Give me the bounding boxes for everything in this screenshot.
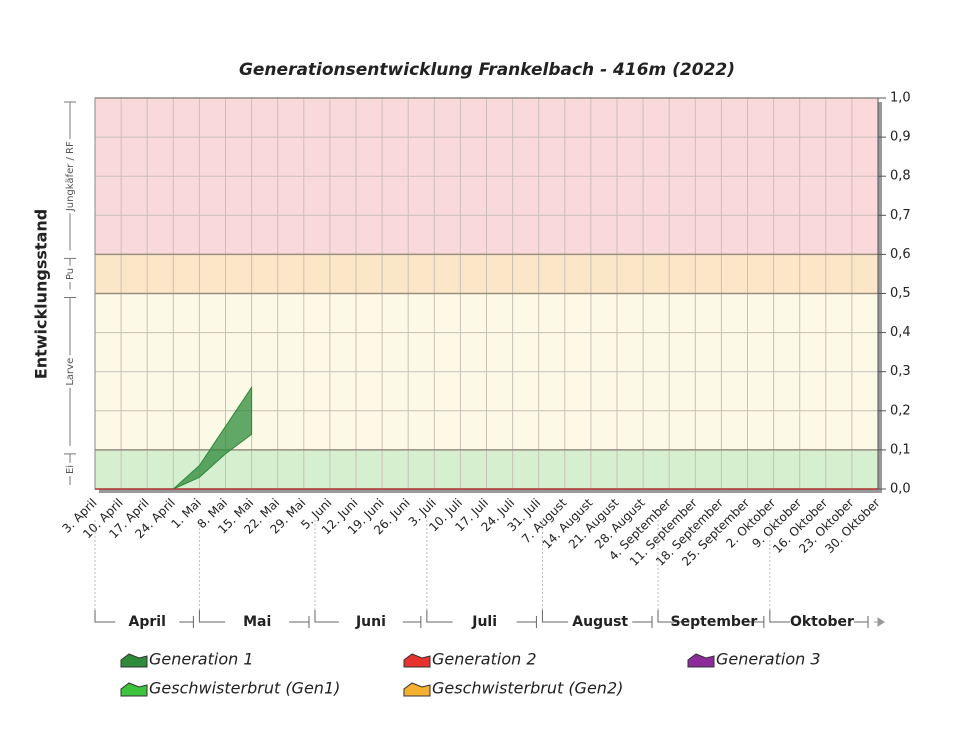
stage-label: Ei bbox=[65, 465, 76, 474]
month-bracket bbox=[541, 610, 653, 623]
month-label: Oktober bbox=[790, 614, 854, 630]
legend-icon bbox=[403, 653, 431, 668]
month-bracket bbox=[94, 610, 194, 623]
y-axis-label: Entwicklungsstand bbox=[32, 209, 51, 379]
y-tick-label: 0,1 bbox=[890, 442, 911, 457]
stage-label: Pu bbox=[65, 268, 76, 280]
month-label: April bbox=[129, 614, 166, 630]
month-bracket bbox=[426, 610, 537, 623]
stage-label: Larve bbox=[65, 358, 76, 386]
month-arrow bbox=[874, 617, 885, 627]
stage-label: Jungkäfer / RF bbox=[65, 141, 76, 212]
y-tick-label: 0,6 bbox=[890, 247, 911, 262]
month-bracket bbox=[314, 610, 421, 623]
month-bracket bbox=[769, 610, 868, 623]
area bbox=[172, 385, 253, 490]
y-tick-label: 0,3 bbox=[890, 364, 911, 379]
stage-label: Ei bbox=[65, 465, 76, 474]
stage-label: Larve bbox=[65, 358, 76, 386]
legend-label: Generation 3 bbox=[716, 650, 821, 669]
legend-icon bbox=[403, 682, 431, 697]
y-tick-label: 0,0 bbox=[890, 482, 911, 497]
legend-icon bbox=[687, 653, 715, 668]
month-label: August bbox=[572, 614, 628, 630]
legend-icon bbox=[120, 653, 148, 668]
legend-label: Generation 1 bbox=[149, 650, 254, 669]
stage-label: Jungkäfer / RF bbox=[65, 141, 76, 212]
y-tick-label: 0,5 bbox=[890, 286, 911, 301]
legend-label: Geschwisterbrut (Gen2) bbox=[432, 679, 623, 698]
month-bracket bbox=[657, 610, 764, 623]
legend-icon bbox=[120, 682, 148, 697]
y-tick-label: 0,2 bbox=[890, 403, 911, 418]
y-tick-label: 1,0 bbox=[890, 91, 911, 106]
month-label: Mai bbox=[243, 614, 271, 630]
month-label: Juli bbox=[471, 614, 497, 630]
month-bracket bbox=[198, 610, 309, 623]
month-label: Juni bbox=[355, 614, 386, 630]
y-tick-label: 0,4 bbox=[890, 325, 911, 340]
y-tick-label: 0,7 bbox=[890, 208, 911, 223]
stage-label: Pu bbox=[65, 268, 76, 280]
y-tick-label: 0,8 bbox=[890, 169, 911, 184]
month-label: September bbox=[671, 614, 758, 630]
y-tick-label: 0,9 bbox=[890, 130, 911, 145]
legend-label: Geschwisterbrut (Gen1) bbox=[149, 679, 340, 698]
chart-title: Generationsentwicklung Frankelbach - 416… bbox=[239, 60, 735, 80]
legend-label: Generation 2 bbox=[432, 650, 537, 669]
